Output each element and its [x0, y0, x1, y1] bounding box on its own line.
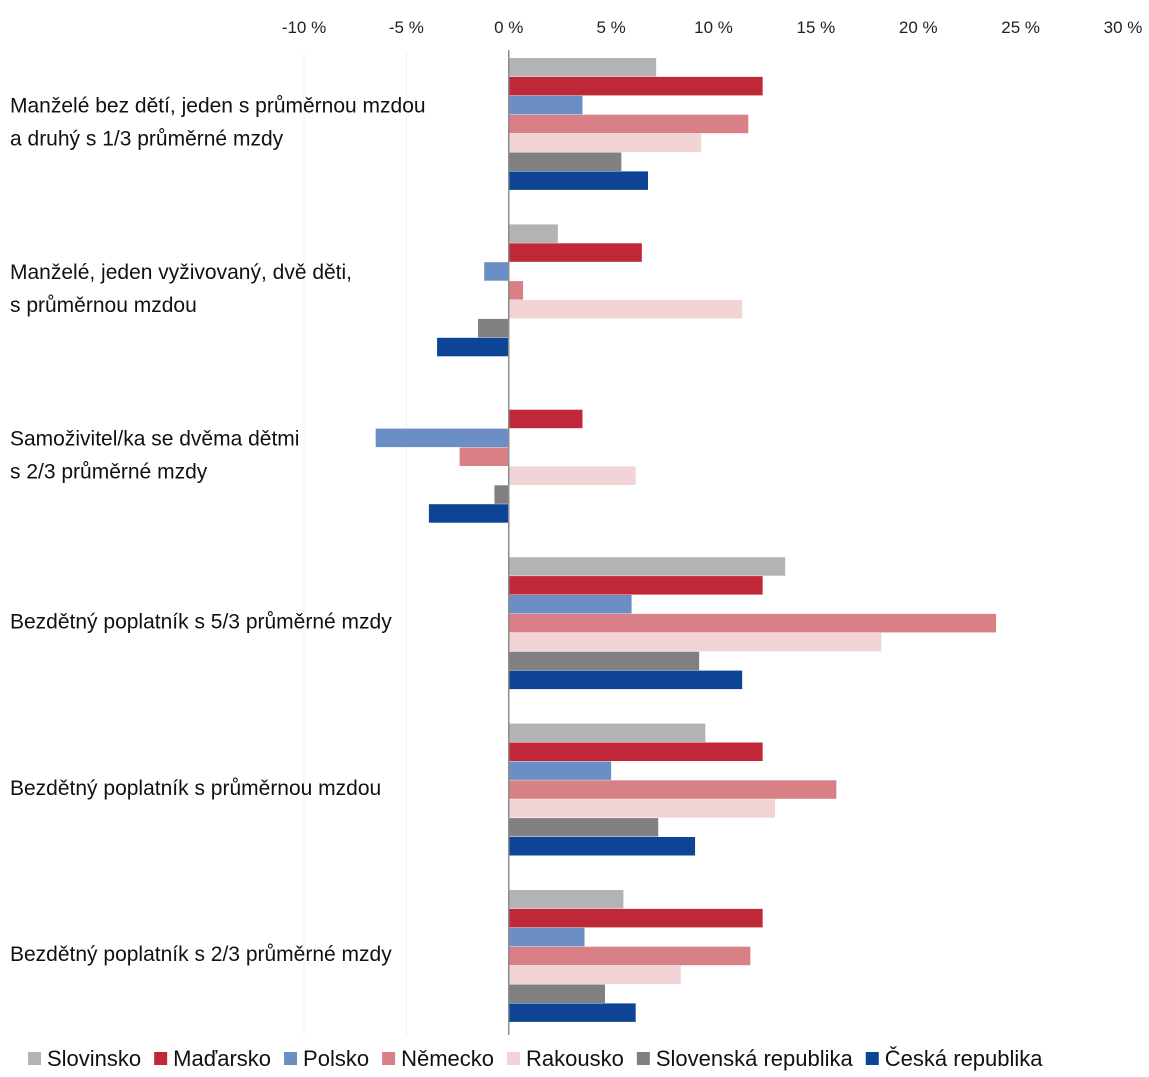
bar: [508, 837, 696, 856]
category-label: Bezdětný poplatník s průměrnou mzdou: [10, 777, 381, 800]
bar: [508, 908, 763, 928]
guide-lines: [303, 52, 407, 1035]
bar: [508, 670, 743, 690]
bar: [508, 742, 763, 761]
legend-swatch: [507, 1052, 521, 1065]
bar: [494, 485, 509, 504]
category-label: a druhý s 1/3 průměrné mzdy: [10, 128, 284, 151]
bar: [508, 576, 763, 595]
x-tick-label: -5 %: [389, 18, 424, 37]
bar: [508, 799, 775, 818]
bar: [375, 428, 509, 448]
bars-group: [375, 58, 997, 1022]
bar: [508, 281, 524, 300]
legend-label: Polsko: [303, 1046, 369, 1071]
legend-swatch: [28, 1052, 41, 1065]
bar: [508, 818, 659, 837]
category-labels: Manželé bez dětí, jeden s průměrnou mzdo…: [10, 95, 426, 967]
x-tick-label: 15 %: [797, 18, 836, 37]
bar: [508, 58, 657, 77]
x-tick-label: 25 %: [1001, 18, 1040, 37]
bar: [508, 780, 837, 799]
bar: [508, 632, 882, 652]
bar: [508, 171, 648, 190]
legend-swatch: [865, 1052, 879, 1065]
bar: [508, 95, 583, 115]
bar: [437, 337, 509, 357]
bar: [459, 447, 509, 466]
x-tick-label: -10 %: [282, 18, 326, 37]
bar: [508, 114, 749, 134]
bar: [508, 466, 636, 485]
category-label: Samoživitel/ka se dvěma dětmi: [10, 427, 299, 450]
legend-label: Slovinsko: [47, 1046, 141, 1071]
bar: [508, 890, 624, 909]
bar: [508, 243, 642, 262]
bar: [508, 723, 706, 743]
category-label: Manželé bez dětí, jeden s průměrnou mzdo…: [10, 95, 426, 118]
bar: [508, 224, 558, 243]
bar: [508, 927, 585, 947]
legend-swatch: [284, 1052, 298, 1065]
bar: [508, 984, 605, 1003]
x-tick-labels: -10 % -5 % 0 % 5 % 10 % 15 % 20 % 25 % 30 %: [282, 18, 1143, 37]
legend: Slovinsko Maďarsko Polsko Německo Rakousko Sl…: [28, 1046, 1043, 1071]
legend-label: Rakousko: [526, 1046, 624, 1071]
bar: [508, 409, 583, 429]
bar: [484, 262, 509, 281]
bar: [508, 300, 743, 319]
category-label: s průměrnou mzdou: [10, 294, 197, 317]
bar: [508, 595, 632, 614]
legend-label: Maďarsko: [173, 1046, 271, 1071]
legend-label: Německo: [401, 1046, 494, 1071]
legend-label: Česká republika: [885, 1046, 1044, 1071]
bar: [478, 318, 509, 338]
legend-swatch: [382, 1052, 396, 1065]
legend-swatch: [636, 1052, 650, 1065]
legend-label: Slovenská republika: [656, 1046, 854, 1071]
bar: [508, 76, 763, 96]
bar: [508, 761, 612, 780]
bar: [508, 557, 786, 576]
bar: [508, 133, 702, 153]
x-tick-label: 0 %: [494, 18, 523, 37]
x-tick-label: 20 %: [899, 18, 938, 37]
bar: [428, 504, 509, 523]
bar: [508, 152, 622, 171]
x-tick-label: 10 %: [694, 18, 733, 37]
bar: [508, 965, 681, 985]
category-label: Bezdětný poplatník s 2/3 průměrné mzdy: [10, 943, 392, 966]
category-label: s 2/3 průměrné mzdy: [10, 460, 208, 483]
bar: [508, 651, 700, 671]
legend-swatch: [154, 1052, 168, 1065]
bar: [508, 1003, 636, 1022]
category-label: Manželé, jeden vyživovaný, dvě děti,: [10, 261, 352, 284]
x-tick-label: 5 %: [596, 18, 625, 37]
category-label: Bezdětný poplatník s 5/3 průměrné mzdy: [10, 610, 392, 633]
bar: [508, 946, 751, 966]
bar: [508, 613, 997, 633]
x-tick-label: 30 %: [1104, 18, 1143, 37]
